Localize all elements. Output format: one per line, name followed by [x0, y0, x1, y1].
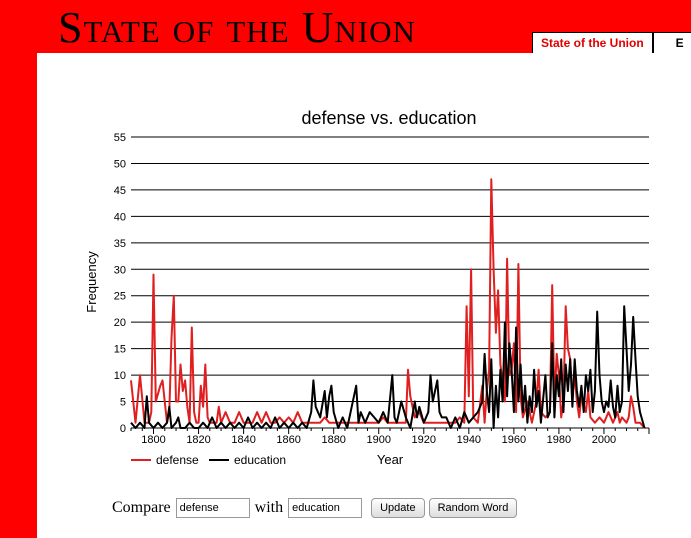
word2-input[interactable]	[288, 498, 363, 518]
y-tick-label: 0	[120, 423, 126, 435]
compare-form: Compare with Update Random Word	[112, 498, 518, 518]
y-tick-label: 20	[114, 317, 126, 329]
y-tick-label: 35	[114, 238, 126, 250]
x-tick-label: 1940	[457, 434, 481, 446]
site-title: State of the Union	[58, 3, 416, 52]
chart-title: defense vs. education	[301, 108, 476, 128]
x-tick-label: 2000	[592, 434, 616, 446]
y-tick-label: 45	[114, 185, 126, 197]
series-line-education	[130, 305, 646, 429]
x-tick-label: 1960	[502, 434, 526, 446]
series-line-defense	[130, 178, 646, 429]
x-axis-label: Year	[377, 452, 404, 467]
random-word-button[interactable]: Random Word	[428, 498, 518, 518]
x-tick-labels: 1800 1820 1840 1860 1880 1900 1920 1940 1960 1980…	[141, 434, 616, 446]
with-label: with	[254, 499, 284, 516]
chart-legend: defense education	[131, 453, 286, 467]
x-tick-label: 1980	[547, 434, 571, 446]
compare-label: Compare	[112, 499, 171, 516]
chart-series	[130, 178, 646, 429]
x-tick-label: 1880	[321, 434, 345, 446]
tab-next[interactable]: E	[652, 32, 691, 53]
y-tick-label: 15	[114, 344, 126, 356]
legend-label-defense: defense	[156, 453, 199, 467]
x-tick-label: 1820	[186, 434, 210, 446]
y-axis-label: Frequency	[84, 251, 99, 313]
x-tick-label: 1840	[231, 434, 255, 446]
x-tick-label: 1920	[412, 434, 436, 446]
x-tick-label: 1860	[276, 434, 300, 446]
update-button[interactable]: Update	[371, 498, 425, 518]
y-tick-label: 25	[114, 291, 126, 303]
tab-bar: State of the Union E	[532, 32, 691, 53]
y-tick-label: 30	[114, 264, 126, 276]
y-tick-label: 50	[114, 158, 126, 170]
chart-grid	[130, 136, 650, 434]
y-tick-labels: 0 5 10 15 20 25 30 35 40 45 50 55	[114, 132, 126, 435]
y-tick-label: 55	[114, 132, 126, 144]
tab-state-of-the-union[interactable]: State of the Union	[532, 32, 653, 53]
y-tick-label: 40	[114, 211, 126, 223]
word1-input[interactable]	[175, 498, 250, 518]
x-tick-label: 1800	[141, 434, 165, 446]
legend-label-education: education	[234, 453, 286, 467]
y-tick-label: 5	[120, 397, 126, 409]
x-tick-label: 1900	[366, 434, 390, 446]
y-tick-label: 10	[114, 370, 126, 382]
